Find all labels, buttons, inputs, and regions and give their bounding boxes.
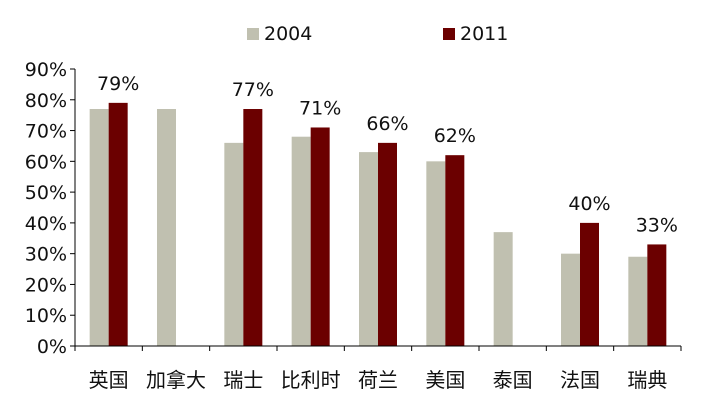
y-tick-label: 60% <box>25 151 67 173</box>
x-axis: 英国 加拿大 瑞士 比利时 荷兰 美国 泰国 法国 瑞典 <box>74 345 682 392</box>
bar-2004 <box>89 109 109 346</box>
bar-2004 <box>493 232 513 346</box>
x-category-label: 瑞典 <box>627 368 667 392</box>
bar-2011 <box>108 102 128 346</box>
y-tick-label: 30% <box>25 244 67 266</box>
bar-2004 <box>291 136 311 346</box>
bar-2004 <box>426 161 446 346</box>
x-category-label: 瑞士 <box>223 368 263 392</box>
bar-2011 <box>243 109 263 346</box>
x-category-label: 加拿大 <box>146 368 206 392</box>
bars <box>89 102 667 346</box>
legend-swatch-2004 <box>247 28 259 40</box>
y-axis: 0% 10% 20% 30% 40% 50% 60% 70% 80% 90% <box>25 59 76 358</box>
bar-2004 <box>224 142 244 346</box>
bar-2004 <box>561 253 580 346</box>
bar-2011 <box>310 127 330 346</box>
legend-swatch-2011 <box>443 28 455 40</box>
bar-2004 <box>359 152 378 346</box>
data-label: 40% <box>568 193 610 215</box>
bar-2011 <box>580 222 599 346</box>
data-label: 62% <box>434 125 476 147</box>
data-label: 33% <box>636 214 678 236</box>
legend: 2004 2011 <box>247 23 508 45</box>
x-category-label: 法国 <box>560 368 600 392</box>
y-tick-label: 80% <box>25 90 67 112</box>
x-category-label: 英国 <box>89 368 129 392</box>
x-category-label: 比利时 <box>281 368 341 392</box>
legend-label-2011: 2011 <box>460 23 508 45</box>
y-tick-label: 10% <box>25 305 67 327</box>
y-tick-label: 20% <box>25 274 67 296</box>
x-category-label: 泰国 <box>493 368 533 392</box>
y-tick-label: 40% <box>25 213 67 235</box>
bar-2011 <box>647 244 667 346</box>
data-label: 66% <box>366 113 408 135</box>
data-label: 79% <box>97 73 139 95</box>
y-tick-label: 70% <box>25 121 67 143</box>
y-tick-label: 0% <box>37 336 67 358</box>
data-labels: 79% 77% 71% 66% 62% 40% 33% <box>97 73 678 237</box>
bar-2011 <box>378 142 397 346</box>
bar-2004 <box>157 109 176 346</box>
bar-2011 <box>445 155 465 346</box>
bar-2004 <box>628 256 648 346</box>
data-label: 77% <box>232 79 274 101</box>
legend-label-2004: 2004 <box>264 23 312 45</box>
y-tick-label: 50% <box>25 182 67 204</box>
data-label: 71% <box>299 97 341 119</box>
x-category-label: 美国 <box>425 368 465 392</box>
y-tick-label: 90% <box>25 59 67 81</box>
x-category-label: 荷兰 <box>358 368 398 392</box>
